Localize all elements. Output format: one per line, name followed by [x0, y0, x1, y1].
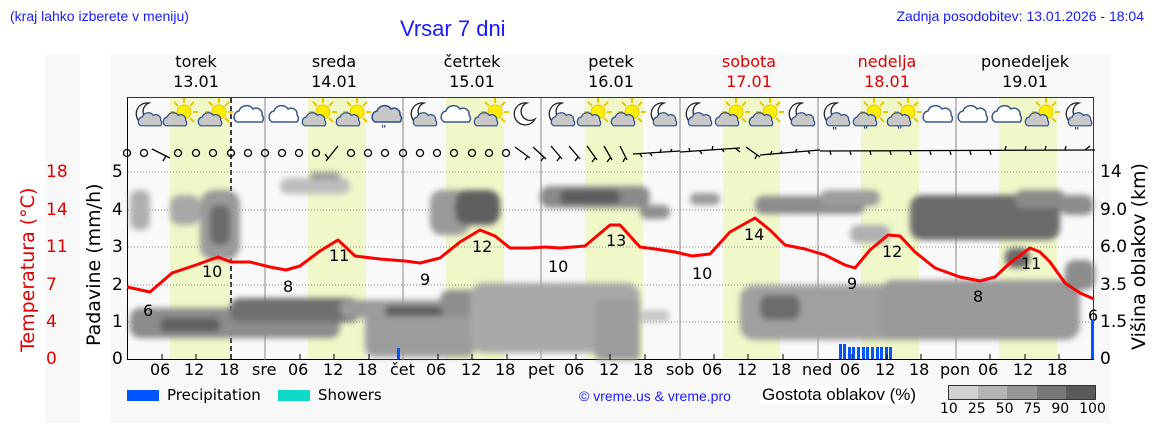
cloud-height-tick: 6.0 — [1100, 237, 1128, 257]
svg-text:14: 14 — [744, 225, 764, 244]
precip-tick: 5 — [112, 162, 123, 182]
x-tick-label: 12 — [1013, 360, 1034, 379]
showers-swatch — [278, 390, 310, 401]
precip-tick: 4 — [112, 200, 123, 220]
day-header: ponedeljek 19.01 — [981, 52, 1069, 91]
svg-text:10: 10 — [692, 264, 712, 283]
svg-text:12: 12 — [472, 237, 492, 256]
temperature-values: 6 10 8 11 9 12 10 13 10 14 9 12 8 11 6 — [143, 225, 1098, 325]
x-tick-label: 18 — [219, 360, 240, 379]
precip-tick: 2 — [112, 275, 123, 295]
x-tick-label: 12 — [599, 360, 620, 379]
copyright-link[interactable]: © vreme.us & vreme.pro — [579, 388, 731, 404]
svg-text:11: 11 — [329, 246, 349, 265]
day-header: torek 13.01 — [173, 52, 219, 91]
x-tick-label: 18 — [357, 360, 378, 379]
precipitation-swatch — [127, 390, 159, 401]
temp-axis-label: Temperatura (°C) — [17, 187, 39, 352]
svg-text:13: 13 — [606, 231, 626, 250]
cloud-density-label: Gostota oblakov (%) — [760, 385, 919, 405]
precip-tick: 1 — [112, 312, 123, 332]
x-tick-label: čet — [390, 360, 415, 379]
x-tick-label: 12 — [461, 360, 482, 379]
svg-text:10: 10 — [548, 257, 568, 276]
day-header-weekend: nedelja 18.01 — [857, 52, 917, 91]
day-header: četrtek 15.01 — [443, 52, 501, 91]
svg-text:6: 6 — [143, 301, 153, 320]
temp-tick: 14 — [46, 200, 68, 220]
showers-legend-label: Showers — [318, 386, 382, 404]
x-tick-label: 18 — [771, 360, 792, 379]
day-header: sreda 14.01 — [311, 52, 357, 91]
precipitation-legend-label: Precipitation — [167, 386, 261, 404]
temperature-line — [126, 216, 1095, 301]
precip-axis-label: Padavine (mm/h) — [83, 183, 105, 346]
x-tick-label: 12 — [323, 360, 344, 379]
svg-text:11: 11 — [1021, 254, 1041, 273]
last-update: Zadnja posodobitev: 13.01.2026 - 18:04 — [896, 8, 1144, 24]
svg-text:12: 12 — [882, 242, 902, 261]
day-header: petek 16.01 — [588, 52, 634, 91]
cloud-height-tick: 3.5 — [1100, 275, 1128, 295]
cloud-height-tick: 9.0 — [1100, 200, 1128, 220]
cloud-height-axis-label: Višina oblakov (km) — [1128, 163, 1150, 350]
precip-tick: 0 — [112, 349, 123, 369]
svg-text:8: 8 — [973, 287, 983, 306]
x-tick-label: sob — [666, 360, 695, 379]
day-header-weekend: sobota 17.01 — [721, 52, 777, 91]
cloud-density-scale — [948, 385, 1096, 400]
cloud-density-ticks: 10 25 50 75 90 100 — [940, 401, 1106, 417]
x-tick-label: 06 — [978, 360, 999, 379]
x-tick-label: 18 — [633, 360, 654, 379]
cloud-height-tick: 14 — [1100, 162, 1122, 182]
menu-hint: (kraj lahko izberete v meniju) — [10, 8, 189, 24]
x-tick-label: 12 — [875, 360, 896, 379]
x-tick-label: 18 — [1047, 360, 1068, 379]
precipitation-bars — [397, 320, 1094, 359]
cloud-height-tick: 0 — [1100, 349, 1111, 369]
x-tick-label: 06 — [150, 360, 171, 379]
x-tick-label: 12 — [737, 360, 758, 379]
x-tick-label: 18 — [909, 360, 930, 379]
x-tick-label: 12 — [184, 360, 205, 379]
svg-text:9: 9 — [420, 270, 430, 289]
temp-tick: 11 — [46, 237, 68, 257]
x-tick-label: pet — [528, 360, 555, 379]
svg-text:8: 8 — [283, 277, 293, 296]
svg-text:9: 9 — [847, 274, 857, 293]
precip-tick: 3 — [112, 237, 123, 257]
x-tick-label: 18 — [495, 360, 516, 379]
temp-tick: 18 — [46, 162, 68, 182]
x-tick-label: 06 — [702, 360, 723, 379]
x-tick-label: 06 — [288, 360, 309, 379]
x-tick-label: 06 — [564, 360, 585, 379]
temp-tick: 7 — [46, 275, 57, 295]
x-tick-label: 06 — [840, 360, 861, 379]
page-title: Vrsar 7 dni — [400, 16, 506, 41]
x-tick-label: sre — [252, 360, 277, 379]
temp-tick: 0 — [46, 349, 57, 369]
temp-tick: 4 — [46, 312, 57, 332]
svg-text:10: 10 — [202, 262, 222, 281]
temp-axis-panel — [45, 55, 80, 423]
x-tick-label: ned — [802, 360, 833, 379]
wind-barbs-row — [122, 145, 1096, 163]
cloud-height-tick: 1.5 — [1100, 312, 1128, 332]
svg-text:6: 6 — [1088, 306, 1098, 325]
x-tick-label: pon — [940, 360, 971, 379]
x-ticks — [161, 354, 1060, 360]
x-tick-label: 06 — [426, 360, 447, 379]
